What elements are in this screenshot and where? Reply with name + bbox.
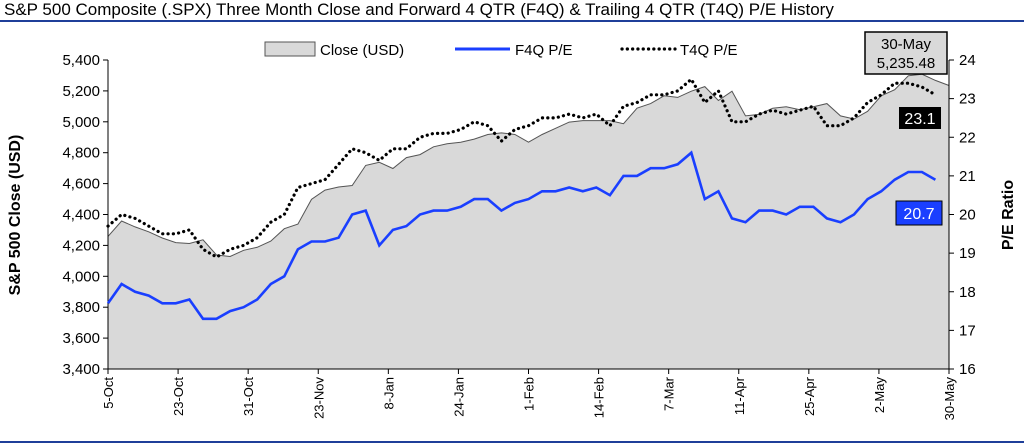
- x-tick-label: 31-Oct: [241, 377, 256, 416]
- right-tick-label: 20: [959, 207, 976, 224]
- x-tick-label: 1-Feb: [522, 377, 537, 411]
- right-axis-title: P/E Ratio: [1000, 180, 1017, 250]
- right-tick-label: 21: [959, 168, 976, 185]
- left-tick-label: 4,000: [62, 268, 100, 285]
- left-tick-label: 4,400: [62, 207, 100, 224]
- close-callout-value: 5,235.48: [877, 55, 935, 72]
- left-tick-label: 5,400: [62, 52, 100, 69]
- legend-f4q-label: F4Q P/E: [515, 42, 573, 59]
- right-tick-label: 24: [959, 52, 976, 69]
- x-tick-label: 5-Oct: [101, 377, 116, 409]
- right-tick-label: 17: [959, 322, 976, 339]
- left-tick-label: 3,800: [62, 299, 100, 316]
- right-tick-label: 16: [959, 361, 976, 378]
- legend-t4q-label: T4Q P/E: [680, 42, 738, 59]
- x-tick-label: 2-May: [872, 377, 887, 414]
- left-tick-label: 5,200: [62, 83, 100, 100]
- x-tick-label: 11-Apr: [732, 376, 747, 415]
- f4q-callout-value: 20.7: [903, 206, 934, 223]
- f4q-line: [106, 150, 937, 321]
- x-tick-label: 8-Jan: [381, 377, 396, 410]
- t4q-callout-box: [899, 107, 941, 129]
- title-rule: [0, 20, 1024, 22]
- left-axis-title: S&P 500 Close (USD): [7, 135, 24, 296]
- x-tick-label: 25-Apr: [802, 376, 817, 416]
- legend-close-swatch: [264, 41, 316, 57]
- left-tick-label: 4,600: [62, 176, 100, 193]
- x-tick-label: 7-Mar: [662, 376, 677, 411]
- right-tick-label: 18: [959, 284, 976, 301]
- left-tick-label: 4,800: [62, 145, 100, 162]
- chart-title: S&P 500 Composite (.SPX) Three Month Clo…: [4, 0, 834, 19]
- close-callout-box: [864, 31, 948, 75]
- left-tick-label: 3,400: [62, 361, 100, 378]
- legend-close-label: Close (USD): [320, 42, 404, 59]
- close-line: [107, 73, 950, 258]
- f4q-callout-box: [895, 200, 943, 226]
- right-tick-label: 23: [959, 91, 976, 108]
- x-tick-label: 24-Jan: [451, 377, 466, 417]
- x-tick-label: 14-Feb: [592, 377, 607, 418]
- right-tick-label: 22: [959, 129, 976, 146]
- x-tick-label: 23-Oct: [171, 377, 186, 416]
- right-tick-label: 19: [959, 245, 976, 262]
- left-tick-label: 5,000: [62, 114, 100, 131]
- close-area: [108, 74, 949, 369]
- x-tick-label: 23-Nov: [311, 377, 326, 419]
- close-callout-date: 30-May: [881, 36, 932, 53]
- left-tick-label: 3,600: [62, 330, 100, 347]
- t4q-callout-value: 23.1: [904, 111, 935, 128]
- x-tick-label: 30-May: [942, 377, 957, 421]
- bottom-rule: [0, 441, 1024, 443]
- left-tick-label: 4,200: [62, 237, 100, 254]
